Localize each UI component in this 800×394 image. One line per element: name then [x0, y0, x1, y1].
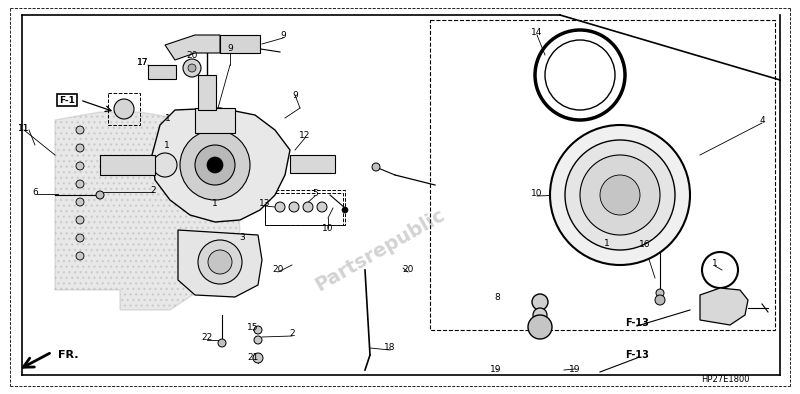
Circle shape: [76, 234, 84, 242]
Circle shape: [76, 216, 84, 224]
Text: F-13: F-13: [625, 350, 649, 360]
Bar: [148, 65, 176, 79]
Text: 10: 10: [531, 188, 542, 197]
Circle shape: [532, 294, 548, 310]
Circle shape: [317, 202, 327, 212]
Circle shape: [114, 99, 134, 119]
Text: 1: 1: [165, 113, 171, 123]
Circle shape: [550, 125, 690, 265]
Bar: [220, 35, 260, 53]
Circle shape: [565, 140, 675, 250]
Text: Partsrepublic: Partsrepublic: [312, 205, 448, 295]
Bar: [430, 20, 775, 330]
Text: 13: 13: [259, 199, 270, 208]
Circle shape: [198, 240, 242, 284]
Text: F-13: F-13: [625, 318, 649, 328]
Text: 16: 16: [639, 240, 650, 249]
Text: 20: 20: [186, 50, 198, 59]
Circle shape: [180, 130, 250, 200]
Circle shape: [303, 202, 313, 212]
Circle shape: [96, 191, 104, 199]
Text: 2: 2: [150, 186, 156, 195]
Text: 22: 22: [202, 333, 213, 342]
Circle shape: [195, 145, 235, 185]
Text: 18: 18: [384, 344, 396, 353]
Text: 2: 2: [289, 329, 295, 338]
Text: 11: 11: [18, 123, 30, 132]
Bar: [265, 190, 345, 225]
Text: 1: 1: [212, 199, 218, 208]
Text: 20: 20: [402, 266, 414, 275]
Circle shape: [372, 163, 380, 171]
Circle shape: [207, 157, 223, 173]
Bar: [108, 93, 140, 125]
Circle shape: [656, 289, 664, 297]
Circle shape: [254, 336, 262, 344]
Circle shape: [76, 162, 84, 170]
Text: 4: 4: [759, 115, 765, 125]
Text: 19: 19: [570, 364, 581, 374]
Polygon shape: [55, 112, 240, 310]
Text: 20: 20: [272, 266, 284, 275]
Text: 14: 14: [531, 28, 542, 37]
Text: 11: 11: [18, 123, 30, 132]
Circle shape: [253, 353, 263, 363]
Text: 17: 17: [138, 58, 149, 67]
Bar: [195, 108, 235, 133]
Text: 17: 17: [138, 58, 149, 67]
Text: HP27E1800: HP27E1800: [702, 375, 750, 384]
Circle shape: [289, 202, 299, 212]
Circle shape: [254, 326, 262, 334]
Bar: [100, 155, 155, 175]
Text: F-1: F-1: [59, 95, 75, 104]
Circle shape: [275, 202, 285, 212]
Text: 19: 19: [490, 364, 502, 374]
Text: 9: 9: [280, 30, 286, 39]
Text: 12: 12: [299, 130, 310, 139]
Circle shape: [76, 252, 84, 260]
Polygon shape: [165, 35, 220, 60]
Circle shape: [528, 315, 552, 339]
Text: 9: 9: [227, 43, 233, 52]
Circle shape: [218, 339, 226, 347]
Circle shape: [533, 308, 547, 322]
Circle shape: [580, 155, 660, 235]
Bar: [198, 75, 216, 110]
Polygon shape: [700, 288, 748, 325]
Text: 3: 3: [239, 232, 245, 242]
Circle shape: [208, 250, 232, 274]
Text: 5: 5: [312, 188, 318, 197]
Polygon shape: [178, 230, 262, 297]
Circle shape: [600, 175, 640, 215]
Text: 8: 8: [494, 292, 500, 301]
Text: 10: 10: [322, 223, 334, 232]
Text: 21: 21: [247, 353, 258, 362]
Text: FR.: FR.: [58, 350, 78, 360]
Text: 1: 1: [604, 238, 610, 247]
Text: 6: 6: [32, 188, 38, 197]
Circle shape: [76, 180, 84, 188]
Text: 1: 1: [712, 258, 718, 268]
Bar: [290, 155, 335, 173]
Circle shape: [153, 153, 177, 177]
Circle shape: [655, 295, 665, 305]
Circle shape: [342, 207, 348, 213]
Bar: [265, 193, 343, 225]
Circle shape: [76, 144, 84, 152]
Circle shape: [76, 198, 84, 206]
Circle shape: [188, 64, 196, 72]
Circle shape: [183, 59, 201, 77]
Text: 9: 9: [292, 91, 298, 100]
Text: 1: 1: [164, 141, 170, 149]
Circle shape: [76, 126, 84, 134]
Polygon shape: [152, 108, 290, 222]
Text: 15: 15: [247, 323, 258, 333]
